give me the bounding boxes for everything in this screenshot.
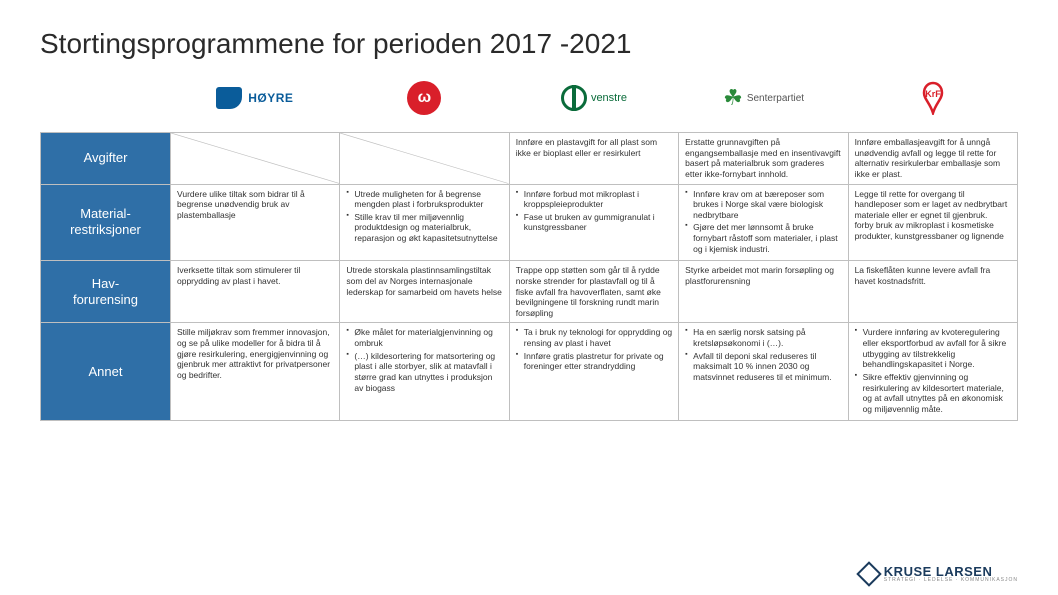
policy-table: Avgifter Innføre en plastavgift for all … [40,132,1018,421]
logo-sp: ☘ Senterpartiet [679,74,849,122]
cell-hav-sp: Styrke arbeidet mot marin forsøpling og … [679,261,848,323]
cell-avgifter-krf: Innføre emballasjeavgift for å unngå unø… [848,133,1017,185]
list-item: Innføre gratis plastretur for private og… [516,351,672,372]
hoyre-label: HØYRE [248,91,293,105]
cell-annet-krf: Vurdere innføring av kvoteregulering ell… [848,323,1017,421]
list-item: (…) kildesortering for matsortering og p… [346,351,502,394]
krf-mark-icon: KrF [918,81,948,115]
cell-material-ap: Utrede muligheten for å begrense mengden… [340,184,509,261]
logo-ap: ω [340,74,510,122]
cell-avgifter-ap-empty [340,133,509,185]
list-item: Utrede muligheten for å begrense mengden… [346,189,502,210]
sp-label: Senterpartiet [747,93,804,104]
list-item: Ha en særlig norsk satsing på kretsløpsø… [685,327,841,348]
cell-hav-venstre: Trappe opp støtten som går til å rydde n… [509,261,678,323]
cell-hav-hoyre: Iverksette tiltak som stimulerer til opp… [171,261,340,323]
party-logos-row: HØYRE ω venstre ☘ Senterpartiet KrF [170,74,1018,122]
sp-mark-icon: ☘ [723,85,743,111]
rowhead-annet: Annet [41,323,171,421]
list-item: Avfall til deponi skal reduseres til mak… [685,351,841,383]
footer-brand: KRUSE LARSEN STRATEGI · LEDELSE · KOMMUN… [860,565,1018,583]
cell-annet-hoyre: Stille miljøkrav som fremmer innovasjon,… [171,323,340,421]
list-item: Fase ut bruken av gummigranulat i kunstg… [516,212,672,233]
cell-material-hoyre: Vurdere ulike tiltak som bidrar til å be… [171,184,340,261]
list-item: Stille krav til mer miljøvennlig produkt… [346,212,502,244]
slide: Stortingsprogrammene for perioden 2017 -… [0,0,1058,595]
table-row-annet: Annet Stille miljøkrav som fremmer innov… [41,323,1018,421]
cell-material-krf: Legge til rette for overgang til handlep… [848,184,1017,261]
cell-avgifter-hoyre-empty [171,133,340,185]
list-item: Vurdere innføring av kvoteregulering ell… [855,327,1011,370]
list-item: Gjøre det mer lønnsomt å bruke fornybart… [685,222,841,254]
svg-text:KrF: KrF [925,89,941,99]
cell-annet-ap: Øke målet for materialgjenvinning og omb… [340,323,509,421]
footer-mark-icon [856,561,881,586]
rowhead-material: Material- restriksjoner [41,184,171,261]
page-title: Stortingsprogrammene for perioden 2017 -… [40,28,1018,60]
venstre-label: venstre [591,92,627,104]
logo-hoyre: HØYRE [170,74,340,122]
cell-avgifter-venstre: Innføre en plastavgift for all plast som… [509,133,678,185]
rowhead-hav: Hav- forurensing [41,261,171,323]
cell-material-sp: Innføre krav om at bæreposer som brukes … [679,184,848,261]
list-item: Sikre effektiv gjenvinning og resirkuler… [855,372,1011,415]
table-row-hav: Hav- forurensing Iverksette tiltak som s… [41,261,1018,323]
venstre-mark-icon [561,85,587,111]
cell-hav-ap: Utrede storskala plastinnsamlingstiltak … [340,261,509,323]
table-row-material: Material- restriksjoner Vurdere ulike ti… [41,184,1018,261]
logo-venstre: venstre [509,74,679,122]
rowhead-avgifter: Avgifter [41,133,171,185]
cell-material-venstre: Innføre forbud mot mikroplast i kroppspl… [509,184,678,261]
list-item: Ta i bruk ny teknologi for opprydding og… [516,327,672,348]
list-item: Øke målet for materialgjenvinning og omb… [346,327,502,348]
cell-annet-sp: Ha en særlig norsk satsing på kretsløpsø… [679,323,848,421]
hoyre-mark-icon [216,87,242,109]
cell-hav-krf: La fiskeflåten kunne levere avfall fra h… [848,261,1017,323]
logo-krf: KrF [848,74,1018,122]
ap-mark-icon: ω [407,81,441,115]
list-item: Innføre krav om at bæreposer som brukes … [685,189,841,221]
cell-annet-venstre: Ta i bruk ny teknologi for opprydding og… [509,323,678,421]
footer-brand-sub: STRATEGI · LEDELSE · KOMMUNIKASJON [884,578,1018,583]
list-item: Innføre forbud mot mikroplast i kroppspl… [516,189,672,210]
table-row-avgifter: Avgifter Innføre en plastavgift for all … [41,133,1018,185]
cell-avgifter-sp: Erstatte grunnavgiften på engangsemballa… [679,133,848,185]
